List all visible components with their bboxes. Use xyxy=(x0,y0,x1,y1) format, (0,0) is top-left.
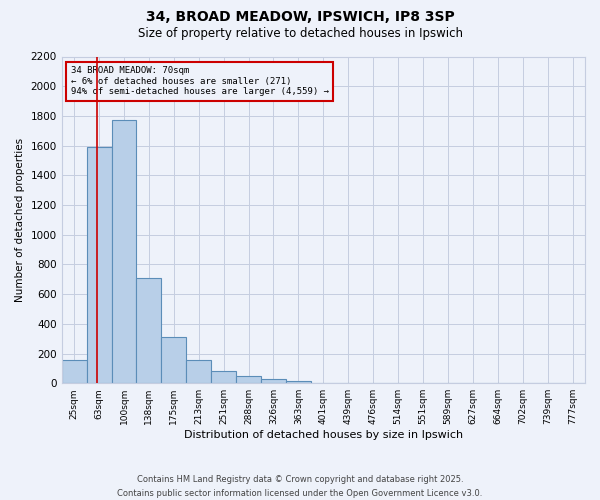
Bar xyxy=(261,380,286,383)
Bar xyxy=(136,278,161,383)
Bar xyxy=(86,147,112,383)
X-axis label: Distribution of detached houses by size in Ipswich: Distribution of detached houses by size … xyxy=(184,430,463,440)
Text: 34, BROAD MEADOW, IPSWICH, IP8 3SP: 34, BROAD MEADOW, IPSWICH, IP8 3SP xyxy=(146,10,454,24)
Bar xyxy=(286,381,311,383)
Bar xyxy=(112,120,136,383)
Y-axis label: Number of detached properties: Number of detached properties xyxy=(15,138,25,302)
Text: 34 BROAD MEADOW: 70sqm
← 6% of detached houses are smaller (271)
94% of semi-det: 34 BROAD MEADOW: 70sqm ← 6% of detached … xyxy=(71,66,329,96)
Bar xyxy=(62,360,86,383)
Bar xyxy=(211,372,236,383)
Bar xyxy=(186,360,211,383)
Text: Size of property relative to detached houses in Ipswich: Size of property relative to detached ho… xyxy=(137,28,463,40)
Bar xyxy=(236,376,261,383)
Bar xyxy=(161,337,186,383)
Text: Contains HM Land Registry data © Crown copyright and database right 2025.
Contai: Contains HM Land Registry data © Crown c… xyxy=(118,476,482,498)
